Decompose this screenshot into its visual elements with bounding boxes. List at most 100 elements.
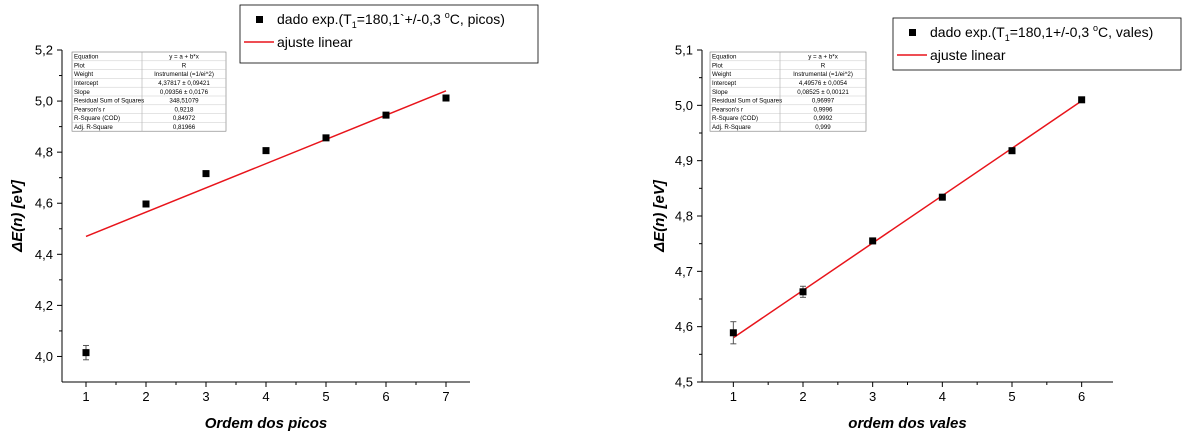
- y-tick-label: 4,8: [35, 145, 53, 160]
- stats-label: Plot: [74, 62, 85, 69]
- y-tick-label: 4,5: [675, 375, 693, 390]
- stats-value: 0,81966: [173, 124, 196, 131]
- y-tick-label: 4,8: [675, 209, 693, 224]
- stats-value: R: [182, 62, 187, 69]
- x-tick-label: 3: [869, 389, 876, 404]
- stats-label: Equation: [74, 54, 99, 61]
- data-point: [869, 237, 877, 245]
- y-tick-label: 4,2: [35, 298, 53, 313]
- x-tick-label: 2: [142, 389, 149, 404]
- x-tick-label: 6: [382, 389, 389, 404]
- stats-value: y = a + b*x: [169, 54, 199, 61]
- y-axis-label-main: ΔE(n): [651, 208, 668, 252]
- fit-stats-table: Equation y = a + b*x Plot R Weight Instrument…: [709, 51, 867, 132]
- y-axis-label-unit: [eV]: [651, 179, 668, 209]
- stats-value: 0,84972: [173, 115, 196, 122]
- stats-label: Pearson's r: [712, 106, 743, 113]
- x-tick-label: 3: [202, 389, 209, 404]
- stats-value: y = a + b*x: [808, 54, 838, 61]
- stats-label: Slope: [74, 89, 90, 96]
- stats-value: R: [821, 62, 826, 69]
- stats-label: R-Square (COD): [74, 115, 120, 122]
- legend-text: dado exp.(T: [930, 24, 1005, 40]
- stats-value: 0,96997: [812, 98, 835, 105]
- data-point: [938, 193, 946, 201]
- stats-value: 0,09356 ± 0,0176: [160, 89, 209, 96]
- legend-subscript: 1: [352, 20, 357, 30]
- stats-label: R-Square (COD): [712, 115, 758, 122]
- stats-label: Adj. R-Square: [74, 124, 113, 131]
- stats-label: Residual Sum of Squares: [712, 98, 782, 105]
- stats-label: Intercept: [74, 80, 98, 87]
- stats-value: 0,9996: [814, 106, 833, 113]
- stats-value: 0,9992: [814, 115, 833, 122]
- y-axis-label-main: ΔE(n): [9, 208, 26, 252]
- legend-text: =180,1`+/-0,3: [357, 11, 445, 27]
- x-tick-label: 2: [799, 389, 806, 404]
- data-point: [442, 94, 450, 102]
- legend-text: C, vales): [1098, 24, 1153, 40]
- chart-2: 1 2 3 4 5 6 4,5 4,6 4,7 4,8 4,9 5,0 5,1 ordem dos val…: [651, 17, 1182, 432]
- legend-marker: [256, 16, 263, 23]
- x-tick-label: 4: [262, 389, 269, 404]
- legend-superscript: o: [445, 10, 450, 20]
- y-tick-label: 5,0: [675, 98, 693, 113]
- data-point: [142, 200, 150, 208]
- legend-marker: [909, 29, 916, 36]
- y-tick-label: 5,0: [35, 94, 53, 109]
- x-tick-label: 5: [322, 389, 329, 404]
- y-axis-label-unit: [eV]: [9, 179, 26, 209]
- y-tick-label: 4,6: [35, 196, 53, 211]
- data-point: [1008, 147, 1016, 155]
- stats-value: 4,37817 ± 0,09421: [158, 80, 210, 87]
- y-tick-label: 5,2: [35, 43, 53, 58]
- x-tick-label: 6: [1078, 389, 1085, 404]
- y-tick-label: 4,7: [675, 264, 693, 279]
- stats-value: 0,9218: [175, 106, 194, 113]
- stats-value: Instrumental (=1/ei^2): [154, 71, 214, 78]
- legend-label: ajuste linear: [277, 34, 353, 50]
- y-tick-label: 4,4: [35, 247, 53, 262]
- legend: dado exp.(T1=180,1+/-0,3 oC, vales) ajust…: [892, 17, 1182, 71]
- stats-value: Instrumental (=1/ei^2): [793, 71, 853, 78]
- legend-subscript: 1: [1005, 33, 1010, 43]
- y-tick-label: 4,6: [675, 319, 693, 334]
- x-axis-label: ordem dos vales: [848, 415, 966, 432]
- stats-label: Pearson's r: [74, 106, 105, 113]
- data-point: [729, 329, 737, 337]
- data-point: [82, 349, 90, 357]
- stats-label: Weight: [712, 71, 731, 78]
- stats-border: [709, 51, 867, 132]
- y-tick-label: 4,9: [675, 153, 693, 168]
- data-point: [382, 111, 390, 119]
- data-point: [322, 134, 330, 142]
- x-tick-label: 1: [82, 389, 89, 404]
- x-tick-label: 5: [1008, 389, 1015, 404]
- legend-box: [239, 4, 539, 64]
- stats-label: Plot: [712, 62, 723, 69]
- y-axis-label: ΔE(n) [eV]: [651, 179, 668, 253]
- stats-label: Equation: [712, 54, 737, 61]
- x-tick-label: 1: [730, 389, 737, 404]
- legend-label: ajuste linear: [930, 47, 1006, 63]
- x-axis-label: Ordem dos picos: [205, 415, 328, 432]
- legend-text: C, picos): [450, 11, 505, 27]
- stats-border: [71, 51, 227, 132]
- data-point: [262, 147, 270, 155]
- stats-value: 4,49576 ± 0,0054: [799, 80, 848, 87]
- stats-label: Intercept: [712, 80, 736, 87]
- data-point: [1078, 96, 1086, 104]
- stats-value: 0,08525 ± 0,00121: [797, 89, 849, 96]
- legend-label: dado exp.(T1=180,1+/-0,3 oC, vales): [930, 23, 1153, 43]
- legend-superscript: o: [1093, 23, 1098, 33]
- stats-label: Residual Sum of Squares: [74, 98, 144, 105]
- stats-label: Slope: [712, 89, 728, 96]
- y-tick-label: 5,1: [675, 43, 693, 58]
- legend-box: [892, 17, 1182, 71]
- fit-line: [732, 100, 1083, 339]
- legend-text: dado exp.(T: [277, 11, 352, 27]
- y-axis-label: ΔE(n) [eV]: [9, 179, 26, 253]
- stats-value: 0,999: [815, 124, 831, 131]
- stats-label: Weight: [74, 71, 93, 78]
- chart-1: 1 2 3 4 5 6 7 4,0 4,2 4,4 4,6 4,8 5,0 5,2 Ordem dos pi…: [9, 4, 539, 432]
